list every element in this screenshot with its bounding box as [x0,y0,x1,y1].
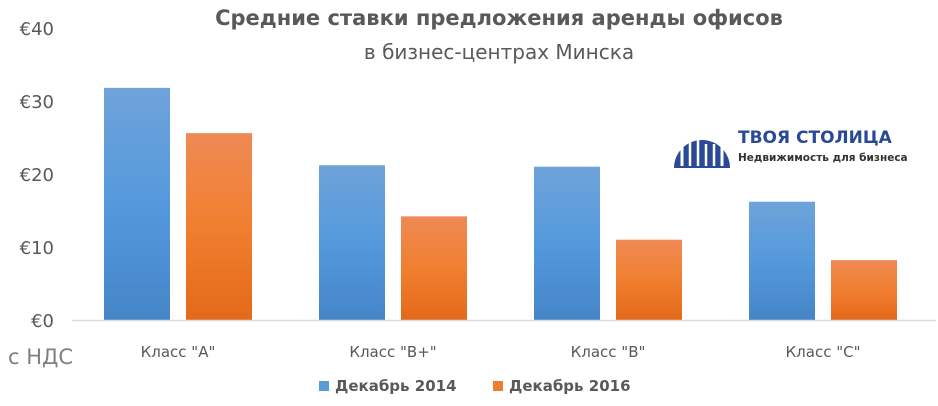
logo-name: ТВОЯ СТОЛИЦА [738,128,892,148]
bar-dec-2016 [831,260,897,320]
y-tick-label: €0 [31,311,54,332]
x-tick-label: Класс "C" [786,343,861,361]
y-tick-label: €10 [20,238,54,259]
chart-title: Средние ставки предложения аренды офисов [215,6,783,30]
x-tick-label: Класс "B+" [349,343,436,361]
legend-swatch [493,381,503,391]
bar-dec-2016 [186,133,252,320]
bar-dec-2016 [616,239,682,320]
x-tick-label: Класс "B" [571,343,646,361]
bar-dec-2014 [319,165,385,320]
legend-swatch [319,381,329,391]
brand-logo: ТВОЯ СТОЛИЦА Недвижимость для бизнеса [672,118,922,168]
chart-subtitle: в бизнес-центрах Минска [363,40,635,64]
logo-tagline: Недвижимость для бизнеса [738,152,908,164]
bar-dec-2014 [104,87,170,320]
y-tick-label: €40 [20,19,54,40]
logo-building-icon [674,132,730,168]
bar-dec-2014 [749,201,815,320]
x-tick-label: Класс "A" [141,343,216,361]
legend-label: Декабрь 2016 [509,377,631,395]
legend-label: Декабрь 2014 [335,377,457,395]
bar-dec-2014 [534,166,600,320]
y-axis-label: с НДС [8,345,73,369]
y-tick-label: €20 [20,165,54,186]
bar-dec-2016 [401,216,467,320]
y-tick-label: €30 [20,92,54,113]
